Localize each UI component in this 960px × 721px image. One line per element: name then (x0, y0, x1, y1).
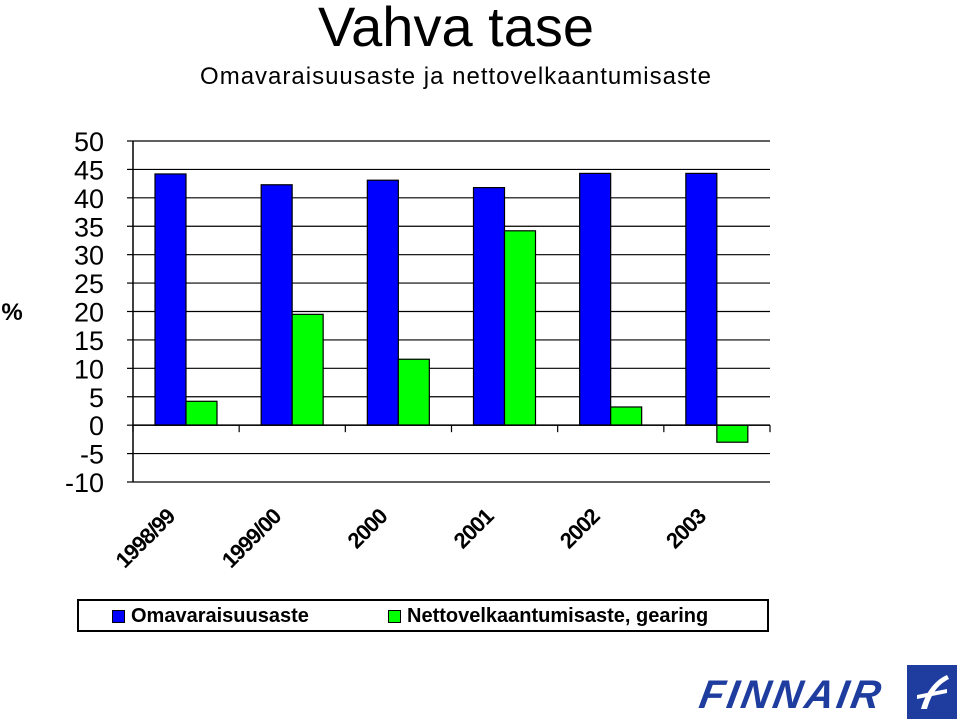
bar-nettovelkaantumisaste-2003 (716, 424, 749, 443)
y-tick-label: 15 (74, 326, 104, 356)
logo-wordmark: FINNAIR (696, 673, 888, 717)
chart-title: Vahva tase (317, 0, 595, 58)
x-tick-labels: 1998/99 1999/00 2000 2001 2002 2003 (111, 503, 711, 573)
y-tick-label: 25 (74, 269, 104, 299)
bars (154, 172, 749, 443)
chart-subtitle: Omavaraisuusaste ja nettovelkaantumisast… (200, 63, 712, 90)
x-tick-label: 2000 (342, 503, 392, 553)
x-tick-label: 1998/99 (111, 503, 181, 573)
y-tick-label: 40 (74, 184, 104, 214)
x-tick-label: 1999/00 (217, 503, 287, 573)
axes (127, 140, 771, 483)
bar-nettovelkaantumisaste-1998-99 (185, 400, 218, 426)
bar-nettovelkaantumisaste-2002 (610, 406, 643, 426)
legend-swatch-green (388, 610, 401, 623)
y-tick-label: -5 (80, 440, 104, 470)
y-tick-label: 30 (74, 241, 104, 271)
x-tick-label: 2001 (449, 503, 499, 553)
logo-emblem-icon (907, 665, 957, 719)
y-tick-label: 10 (74, 354, 104, 384)
y-axis-unit-label: % (1, 299, 22, 326)
y-tick-label: 5 (89, 383, 104, 413)
y-tick-label: 35 (74, 212, 104, 242)
bar-omavaraisuusaste-1998-99 (154, 173, 187, 426)
bar-omavaraisuusaste-1999-00 (260, 184, 293, 426)
y-tick-label: 20 (74, 298, 104, 328)
bar-omavaraisuusaste-2002 (579, 172, 612, 426)
legend: Omavaraisuusaste Nettovelkaantumisaste, … (77, 599, 769, 632)
bar-nettovelkaantumisaste-2001 (503, 230, 537, 426)
x-tick-label: 2002 (555, 503, 605, 553)
legend-swatch-blue (112, 610, 125, 623)
bar-omavaraisuusaste-2000 (366, 179, 399, 426)
bar-omavaraisuusaste-2001 (472, 187, 506, 426)
legend-label: Nettovelkaantumisaste, gearing (407, 605, 709, 627)
y-tick-label: -10 (65, 468, 104, 498)
y-tick-label: 45 (74, 155, 104, 185)
y-tick-label: 50 (74, 127, 104, 157)
bar-omavaraisuusaste-2003 (685, 172, 718, 426)
x-tick-label: 2003 (661, 503, 711, 553)
y-tick-label: 0 (89, 411, 104, 441)
bar-nettovelkaantumisaste-2000 (397, 358, 430, 426)
bar-nettovelkaantumisaste-1999-00 (291, 313, 324, 426)
finnair-logo: FINNAIR (696, 665, 958, 719)
legend-label: Omavaraisuusaste (131, 605, 309, 627)
